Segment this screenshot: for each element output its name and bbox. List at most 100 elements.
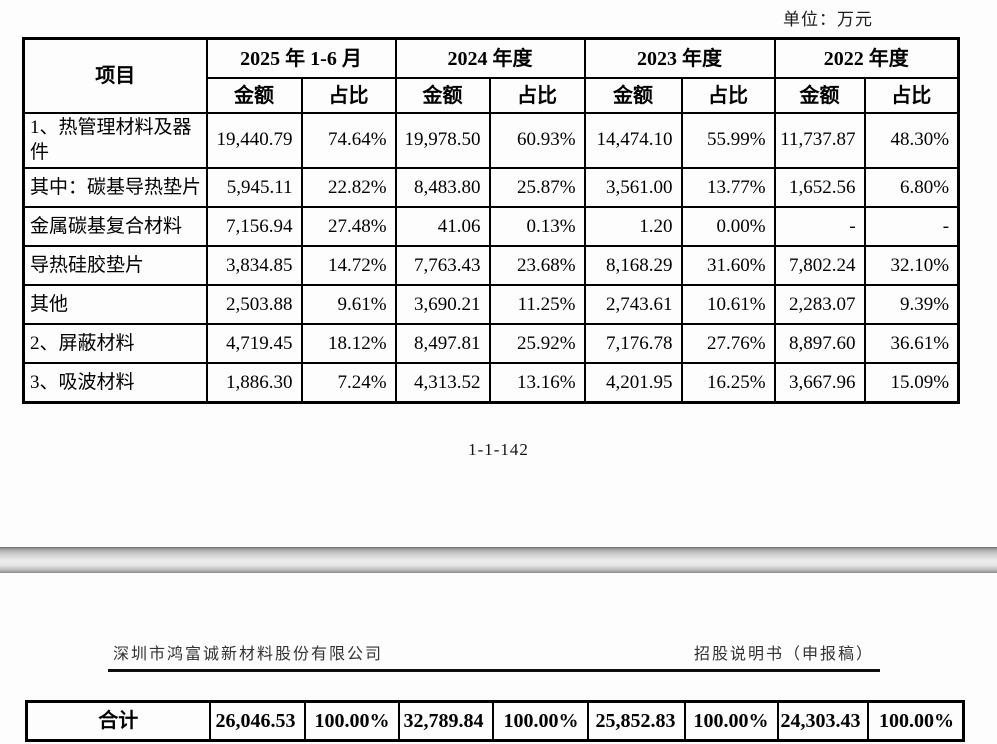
subheader-amount: 金额	[773, 77, 866, 114]
header-row-subcolumns: 金额 占比 金额 占比 金额 占比 金额 占比	[24, 77, 960, 114]
amount-cell: 19,440.79	[205, 111, 303, 170]
amount-cell: 3,667.96	[773, 362, 866, 404]
total-amount-cell: 32,789.84	[397, 700, 494, 742]
amount-cell: 8,497.81	[394, 323, 491, 365]
ratio-cell: 27.76%	[680, 323, 776, 365]
header-row-periods: 项目 2025 年 1-6 月 2024 年度 2023 年度 2022 年度	[22, 37, 960, 114]
table-row: 其中：碳基导热垫片 5,945.11 22.82% 8,483.80 25.87% 3,5…	[22, 167, 960, 209]
ratio-cell: 9.39%	[863, 284, 960, 326]
column-header-item: 项目	[22, 37, 208, 114]
page-break-separator	[0, 547, 997, 573]
amount-cell: -	[773, 206, 866, 248]
ratio-cell: 74.64%	[300, 111, 397, 170]
total-row: 合计 26,046.53 100.00% 32,789.84 100.00% 2…	[25, 700, 965, 742]
row-label: 3、吸波材料	[22, 362, 208, 404]
total-ratio-cell: 100.00%	[491, 700, 589, 742]
amount-cell: 1,652.56	[773, 167, 866, 209]
total-row-table: 合计 26,046.53 100.00% 32,789.84 100.00% 2…	[25, 700, 965, 742]
amount-cell: 2,743.61	[583, 284, 683, 326]
ratio-cell: 32.10%	[863, 245, 960, 287]
page-number: 1-1-142	[468, 440, 529, 459]
ratio-cell: 22.82%	[300, 167, 397, 209]
subheader-ratio: 占比	[300, 77, 397, 114]
ratio-cell: -	[863, 206, 960, 248]
amount-cell: 3,834.85	[205, 245, 303, 287]
amount-cell: 2,503.88	[205, 284, 303, 326]
ratio-cell: 9.61%	[300, 284, 397, 326]
ratio-cell: 48.30%	[863, 111, 960, 170]
amount-cell: 11,737.87	[773, 111, 866, 170]
total-ratio-cell: 100.00%	[303, 700, 400, 742]
ratio-cell: 0.13%	[488, 206, 586, 248]
amount-cell: 3,561.00	[583, 167, 683, 209]
ratio-cell: 14.72%	[300, 245, 397, 287]
subheader-amount: 金额	[205, 77, 303, 114]
subheader-amount: 金额	[583, 77, 683, 114]
table-row: 金属碳基复合材料 7,156.94 27.48% 41.06 0.13% 1.20 0.00…	[22, 206, 960, 248]
table-row: 2、屏蔽材料 4,719.45 18.12% 8,497.81 25.92% 7,176.…	[22, 323, 960, 365]
amount-cell: 4,719.45	[205, 323, 303, 365]
ratio-cell: 6.80%	[863, 167, 960, 209]
total-amount-cell: 24,303.43	[776, 700, 869, 742]
row-label: 其中：碳基导热垫片	[22, 167, 208, 209]
ratio-cell: 13.77%	[680, 167, 776, 209]
row-label: 导热硅胶垫片	[22, 245, 208, 287]
column-group-2025h1: 2025 年 1-6 月	[205, 37, 397, 79]
total-ratio-cell: 100.00%	[683, 700, 779, 742]
amount-cell: 7,176.78	[583, 323, 683, 365]
subheader-ratio: 占比	[863, 77, 960, 114]
column-group-2024: 2024 年度	[394, 37, 586, 79]
column-group-2023: 2023 年度	[583, 37, 776, 79]
amount-cell: 4,201.95	[583, 362, 683, 404]
ratio-cell: 18.12%	[300, 323, 397, 365]
amount-cell: 8,168.29	[583, 245, 683, 287]
ratio-cell: 23.68%	[488, 245, 586, 287]
table-row: 其他 2,503.88 9.61% 3,690.21 11.25% 2,743.61 10.…	[22, 284, 960, 326]
amount-cell: 19,978.50	[394, 111, 491, 170]
ratio-cell: 60.93%	[488, 111, 586, 170]
amount-cell: 5,945.11	[205, 167, 303, 209]
subheader-amount: 金额	[394, 77, 491, 114]
ratio-cell: 36.61%	[863, 323, 960, 365]
ratio-cell: 7.24%	[300, 362, 397, 404]
total-amount-cell: 25,852.83	[586, 700, 686, 742]
subheader-ratio: 占比	[488, 77, 586, 114]
column-group-2022: 2022 年度	[773, 37, 960, 79]
amount-cell: 1,886.30	[205, 362, 303, 404]
amount-cell: 7,763.43	[394, 245, 491, 287]
total-amount-cell: 26,046.53	[208, 700, 306, 742]
ratio-cell: 0.00%	[680, 206, 776, 248]
table-row: 3、吸波材料 1,886.30 7.24% 4,313.52 13.16% 4,201.9…	[22, 362, 960, 404]
amount-cell: 7,802.24	[773, 245, 866, 287]
row-label: 2、屏蔽材料	[22, 323, 208, 365]
amount-cell: 41.06	[394, 206, 491, 248]
row-label: 金属碳基复合材料	[22, 206, 208, 248]
page2-header: 深圳市鸿富诚新材料股份有限公司 招股说明书（申报稿）	[108, 640, 880, 672]
company-name: 深圳市鸿富诚新材料股份有限公司	[113, 646, 384, 663]
ratio-cell: 15.09%	[863, 362, 960, 404]
ratio-cell: 31.60%	[680, 245, 776, 287]
ratio-cell: 11.25%	[488, 284, 586, 326]
document-type-label: 招股说明书（申报稿）	[693, 646, 874, 663]
table-row: 1、热管理材料及器件 19,440.79 74.64% 19,978.50 60.93%…	[22, 111, 960, 170]
amount-cell: 8,897.60	[773, 323, 866, 365]
amount-cell: 8,483.80	[394, 167, 491, 209]
table-row: 导热硅胶垫片 3,834.85 14.72% 7,763.43 23.68% 8,168.…	[22, 245, 960, 287]
amount-cell: 14,474.10	[583, 111, 683, 170]
revenue-breakdown-table: 项目 2025 年 1-6 月 2024 年度 2023 年度 2022 年度 …	[22, 37, 961, 405]
amount-cell: 4,313.52	[394, 362, 491, 404]
ratio-cell: 13.16%	[488, 362, 586, 404]
ratio-cell: 10.61%	[680, 284, 776, 326]
ratio-cell: 55.99%	[680, 111, 776, 170]
total-label: 合计	[25, 700, 211, 742]
total-ratio-cell: 100.00%	[866, 700, 965, 742]
ratio-cell: 25.92%	[488, 323, 586, 365]
ratio-cell: 27.48%	[300, 206, 397, 248]
amount-cell: 1.20	[583, 206, 683, 248]
ratio-cell: 16.25%	[680, 362, 776, 404]
ratio-cell: 25.87%	[488, 167, 586, 209]
amount-cell: 7,156.94	[205, 206, 303, 248]
amount-cell: 3,690.21	[394, 284, 491, 326]
unit-label: 单位：万元	[783, 10, 873, 29]
